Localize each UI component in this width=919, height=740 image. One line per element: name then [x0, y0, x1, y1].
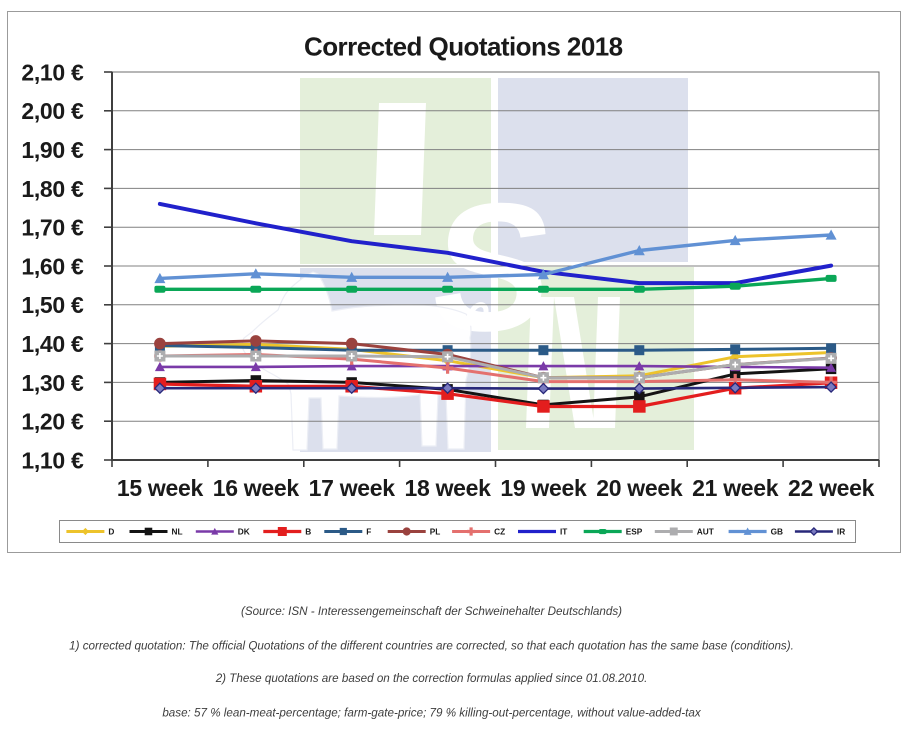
svg-text:21 week: 21 week: [692, 475, 779, 501]
svg-text:ESP: ESP: [626, 527, 643, 537]
svg-text:(Source: ISN - Interessengemei: (Source: ISN - Interessengemeinschaft de…: [241, 605, 622, 618]
svg-text:15 week: 15 week: [117, 475, 204, 501]
svg-text:18 week: 18 week: [405, 475, 492, 501]
svg-text:20 week: 20 week: [596, 475, 683, 501]
svg-text:AUT: AUT: [697, 527, 714, 537]
svg-text:DK: DK: [238, 527, 250, 537]
svg-text:1,20 €: 1,20 €: [21, 409, 84, 435]
svg-text:22 week: 22 week: [788, 475, 875, 501]
svg-text:2,00 €: 2,00 €: [21, 98, 84, 124]
svg-text:Corrected Quotations 2018: Corrected Quotations 2018: [304, 32, 623, 62]
svg-text:IR: IR: [837, 527, 845, 537]
svg-text:17 week: 17 week: [309, 475, 396, 501]
svg-text:16 week: 16 week: [213, 475, 300, 501]
svg-text:1,40 €: 1,40 €: [21, 331, 84, 357]
svg-text:1,80 €: 1,80 €: [21, 176, 84, 202]
svg-text:IT: IT: [560, 527, 567, 537]
svg-text:1,70 €: 1,70 €: [21, 215, 84, 241]
svg-text:1,50 €: 1,50 €: [21, 292, 84, 318]
svg-text:1,30 €: 1,30 €: [21, 370, 84, 396]
svg-text:D: D: [108, 527, 114, 537]
svg-text:PL: PL: [430, 527, 441, 537]
svg-text:1,90 €: 1,90 €: [21, 137, 84, 163]
svg-text:1) corrected quotation: The of: 1) corrected quotation: The official Quo…: [69, 639, 794, 652]
svg-text:GB: GB: [771, 527, 783, 537]
svg-text:1,10 €: 1,10 €: [21, 447, 84, 473]
svg-text:F: F: [366, 527, 371, 537]
svg-text:1,60 €: 1,60 €: [21, 253, 84, 279]
svg-text:2) These quotations are based: 2) These quotations are based on the cor…: [215, 672, 648, 685]
svg-text:B: B: [305, 527, 311, 537]
svg-text:19 week: 19 week: [500, 475, 587, 501]
svg-text:NL: NL: [172, 527, 183, 537]
svg-text:2,10 €: 2,10 €: [21, 59, 84, 85]
svg-text:CZ: CZ: [494, 527, 505, 537]
svg-text:base: 57 % lean-meat-percentag: base: 57 % lean-meat-percentage; farm-ga…: [162, 707, 702, 720]
